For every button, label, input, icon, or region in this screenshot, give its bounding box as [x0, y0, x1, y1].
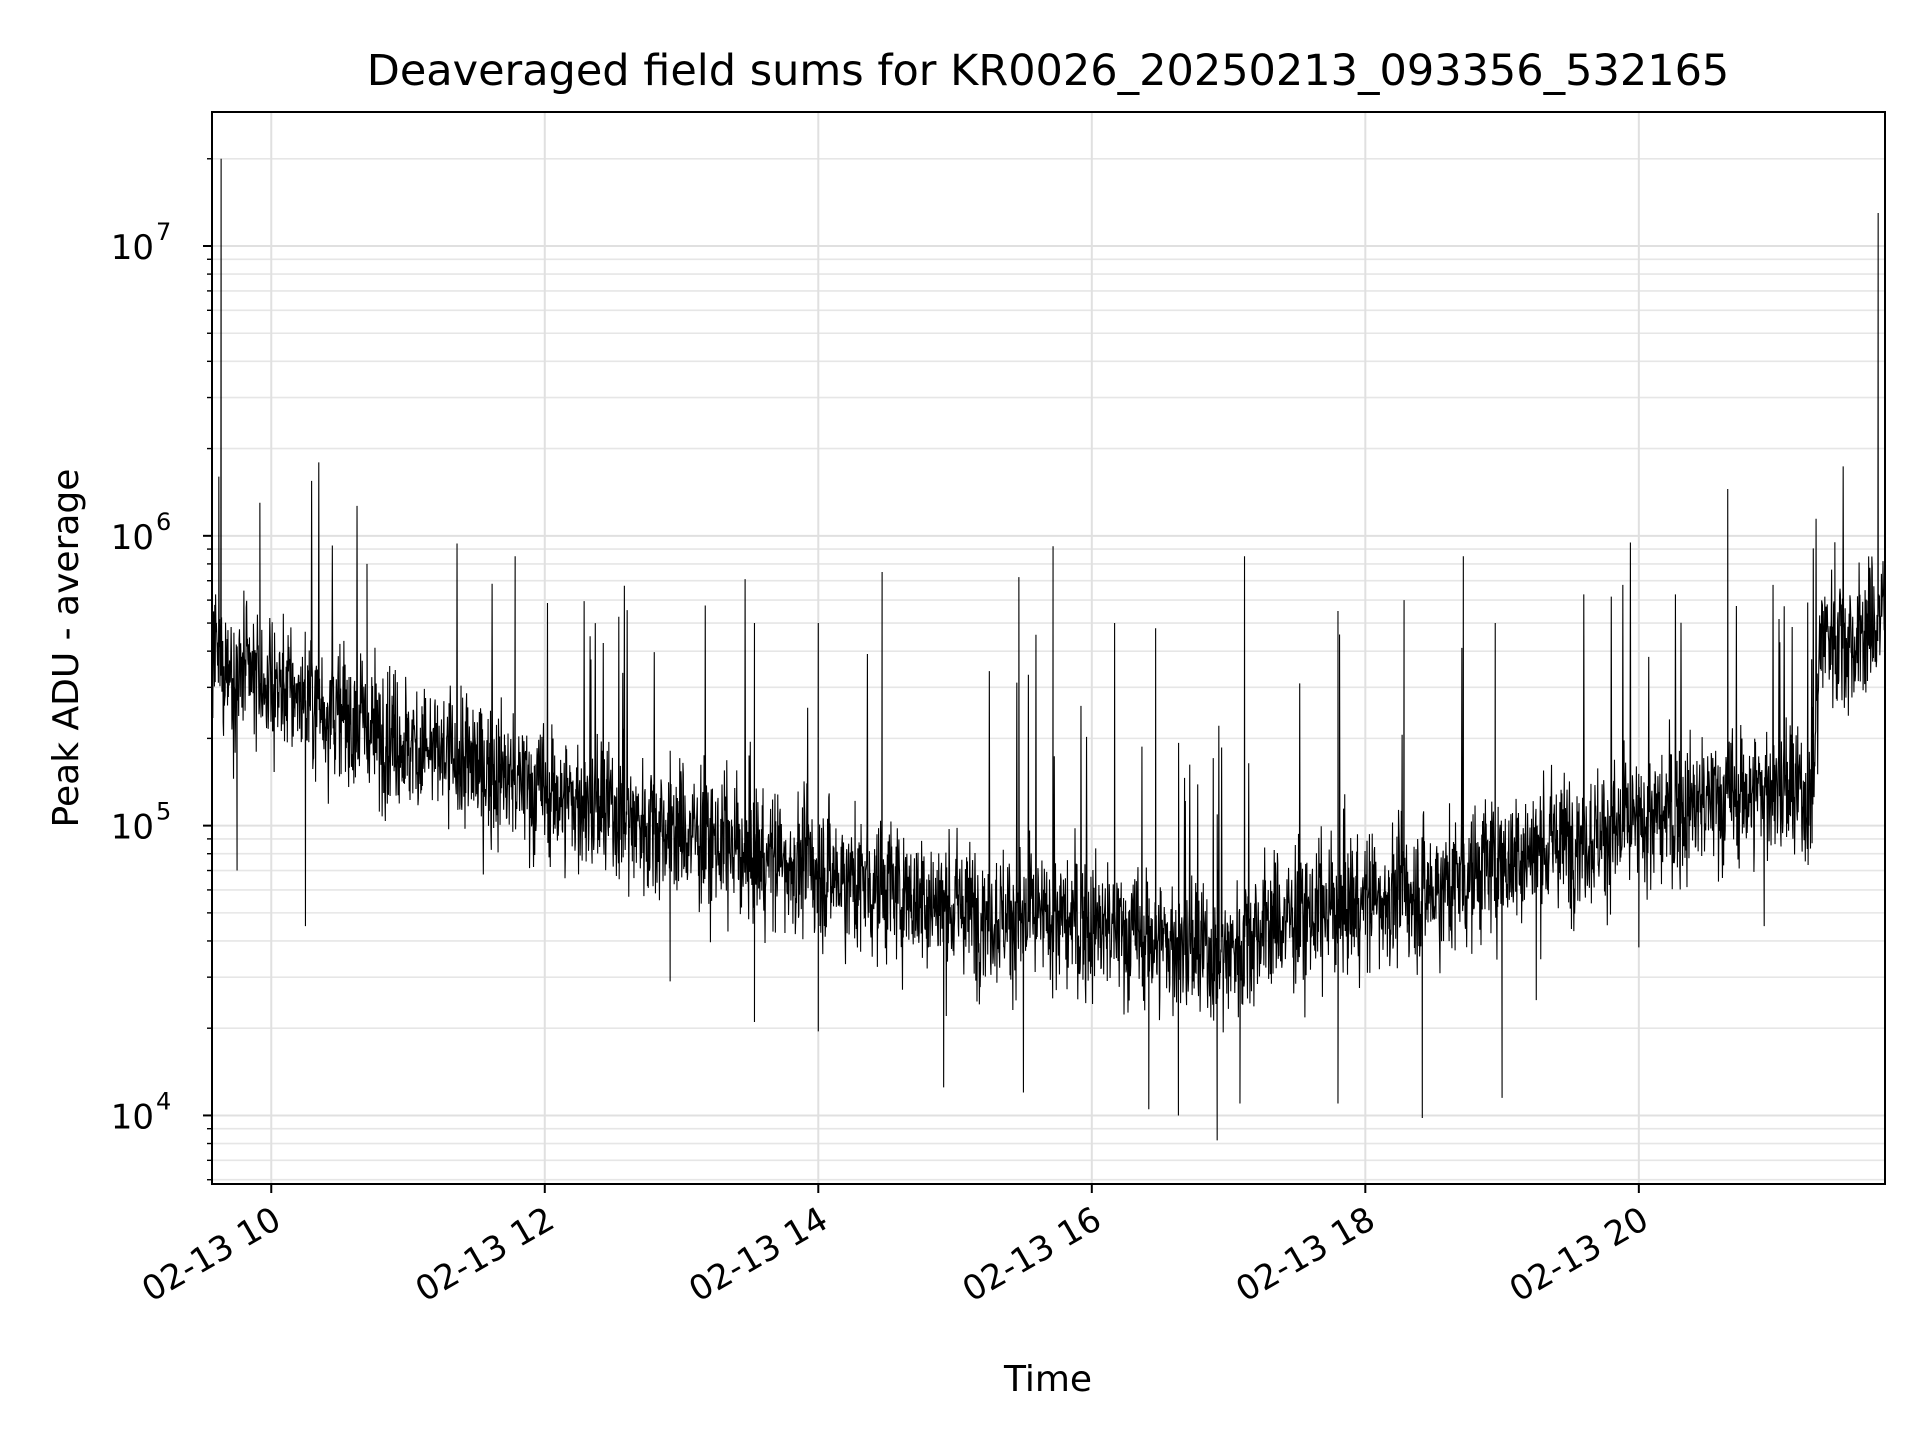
y-tick-label: 10 — [111, 1097, 154, 1137]
y-tick-exponent: 7 — [156, 218, 171, 246]
chart-title: Deaveraged field sums for KR0026_2025021… — [367, 46, 1730, 96]
y-axis-label: Peak ADU - average — [46, 469, 87, 828]
y-axis-minor-ticks — [207, 158, 212, 1181]
minor-gridlines — [212, 157, 1885, 1181]
x-axis-label: Time — [1003, 1359, 1092, 1400]
plot-area — [212, 158, 1885, 1141]
y-tick-label: 10 — [111, 228, 154, 268]
y-tick-label: 10 — [111, 808, 154, 848]
axes-frame — [211, 111, 1886, 1185]
y-tick-label: 10 — [111, 518, 154, 558]
y-tick-exponent: 4 — [156, 1087, 171, 1115]
series-line — [212, 158, 1885, 1141]
y-tick-exponent: 6 — [156, 508, 171, 536]
y-tick-exponent: 5 — [156, 798, 171, 826]
